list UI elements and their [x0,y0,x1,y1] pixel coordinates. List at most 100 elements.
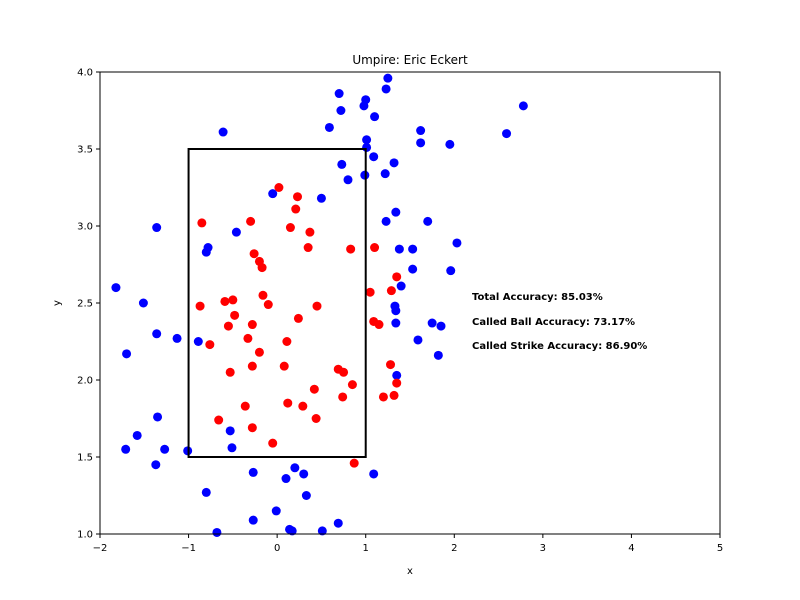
ball-pitch-point [227,443,237,453]
ball-pitch-point [518,101,528,111]
strike-pitch-point [282,337,292,346]
ball-pitch-point [380,169,390,179]
strike-pitch-point [197,218,207,228]
ball-pitch-point [334,89,344,99]
ball-pitch-point [445,139,455,149]
ball-pitch-point [301,491,311,500]
ball-pitch-point [337,159,347,169]
ball-pitch-point [248,515,258,525]
ball-pitch-point [172,333,182,343]
ball-pitch-point [427,318,437,328]
ball-pitch-point [218,127,228,137]
strike-pitch-point [257,263,267,273]
strike-pitch-point [365,287,375,297]
ball-pitch-point [122,349,132,359]
strike-pitch-point [247,423,257,433]
ball-pitch-point [396,281,406,291]
ball-pitch-point [152,329,162,339]
x-tick-label: 0 [274,543,280,554]
ball-pitch-point [502,129,512,139]
y-axis-ticks: 1.0 1.5 2.0 2.5 3.0 3.5 4.0 [77,68,100,541]
ball-pitch-point [336,106,346,115]
ball-pitch-point [151,460,161,470]
strike-pitch-point [312,301,322,311]
called-strike-accuracy-annotation: Called Strike Accuracy: 86.90% [472,341,647,352]
strike-pitch-point [225,367,235,377]
strike-pitch-point [291,204,301,214]
scatter-marks [111,73,528,537]
ball-pitch-point [231,227,241,237]
called-ball-accuracy-annotation: Called Ball Accuracy: 73.17% [472,317,635,328]
ball-pitch-point [153,412,163,422]
ball-pitch-point [369,152,379,162]
strike-pitch-point [386,360,396,370]
x-tick-label: 2 [451,543,457,554]
ball-pitch-point [193,337,203,346]
ball-pitch-point [370,112,380,122]
ball-pitch-point [317,526,327,536]
ball-pitch-point [290,463,300,473]
ball-pitch-point [391,318,401,328]
strike-pitch-point [249,249,259,259]
strike-pitch-point [268,438,278,448]
ball-pitch-point [452,238,462,248]
x-tick-label: 5 [717,543,723,554]
ball-pitch-point [416,126,426,136]
strike-pitch-point [285,223,295,233]
strike-pitch-point [349,458,359,468]
ball-pitch-point [203,243,213,253]
ball-pitch-point [316,193,326,203]
strike-pitch-point [205,340,215,350]
ball-pitch-point [138,298,148,308]
ball-pitch-point [121,444,131,454]
x-tick-label: 1 [363,543,369,554]
strike-pitch-point [230,310,240,320]
strike-pitch-point [347,380,357,390]
strike-pitch-point [254,347,264,357]
x-axis-label: x [407,566,413,577]
x-tick-label: −1 [181,543,196,554]
ball-pitch-point [391,306,401,316]
ball-pitch-point [201,487,211,497]
strike-pitch-point [263,300,273,310]
ball-pitch-point [281,474,291,484]
ball-pitch-point [324,122,334,132]
strike-pitch-point [392,272,402,282]
strike-pitch-point [240,401,250,411]
y-tick-label: 1.0 [77,530,93,541]
y-tick-label: 2.5 [77,299,93,310]
y-tick-label: 1.5 [77,453,93,464]
ball-pitch-point [111,283,121,293]
ball-pitch-point [413,335,423,345]
strike-pitch-point [223,321,233,331]
y-tick-label: 3.0 [77,222,93,233]
x-tick-label: 3 [540,543,546,554]
strike-pitch-point [378,392,388,402]
ball-pitch-point [433,350,443,360]
ball-pitch-point [436,321,446,331]
ball-pitch-point [369,469,379,479]
y-axis-label: y [52,300,63,306]
ball-pitch-point [383,73,393,83]
strike-pitch-point [338,392,348,402]
strike-pitch-point [195,301,205,311]
ball-pitch-point [408,264,418,274]
ball-pitch-point [212,527,222,537]
strike-pitch-point [339,367,349,377]
strike-pitch-point [274,183,284,192]
ball-pitch-point [389,158,399,168]
strike-pitch-point [293,313,303,323]
ball-pitch-point [271,506,281,516]
ball-pitch-point [423,216,433,226]
strike-pitch-point [305,227,315,237]
ball-pitch-point [394,244,404,254]
strike-pitch-point [258,290,268,300]
strike-pitch-point [392,378,402,388]
total-accuracy-annotation: Total Accuracy: 85.03% [472,292,603,303]
y-tick-label: 4.0 [77,68,93,79]
strike-zone-box [187,148,367,458]
strike-pitch-point [346,244,356,254]
ball-pitch-point [160,444,170,454]
strike-pitch-point [374,320,384,330]
